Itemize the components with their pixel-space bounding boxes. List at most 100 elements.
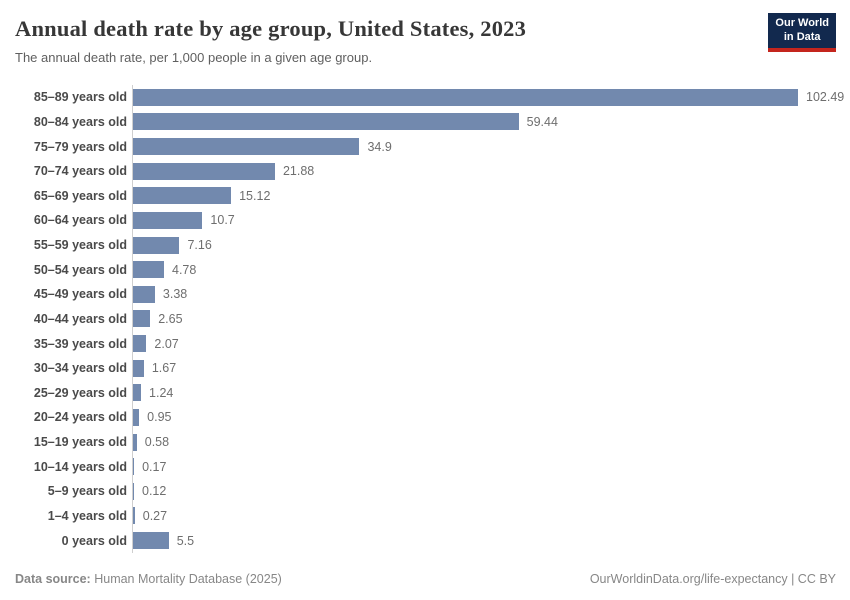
value-label: 2.07 — [154, 336, 179, 351]
bar[interactable] — [133, 433, 137, 451]
chart-row: 55–59 years old 7.16 — [15, 232, 835, 258]
bar[interactable] — [133, 408, 140, 426]
chart-row: 75–79 years old 34.9 — [15, 134, 835, 159]
chart-footer: Data source: Human Mortality Database (2… — [15, 572, 836, 587]
bar[interactable] — [133, 236, 180, 254]
chart-row: 65–69 years old 15.12 — [15, 183, 835, 209]
data-source: Data source: Human Mortality Database (2… — [15, 572, 282, 587]
category-label: 25–29 years old — [33, 385, 127, 400]
bar[interactable] — [133, 187, 232, 205]
value-label: 34.9 — [367, 139, 392, 154]
plot-area: 15.12 — [132, 183, 835, 209]
value-label: 2.65 — [158, 311, 183, 326]
value-label: 0.12 — [142, 484, 167, 499]
data-source-label: Data source: — [15, 572, 91, 586]
owid-logo-line2: in Data — [783, 30, 821, 43]
chart-row: 10–14 years old 0.17 — [15, 454, 835, 479]
value-label: 0.58 — [144, 435, 170, 450]
chart-row: 80–84 years old 59.44 — [15, 109, 835, 135]
bar[interactable] — [133, 532, 169, 550]
category-label: 5–9 years old — [47, 484, 127, 499]
category-label: 75–79 years old — [33, 139, 127, 154]
value-label: 5.5 — [176, 533, 195, 548]
bar[interactable] — [133, 285, 155, 303]
bar[interactable] — [133, 88, 798, 106]
value-label: 0.95 — [147, 410, 172, 425]
chart-row: 85–89 years old 102.49 — [15, 85, 844, 110]
category-label: 60–64 years old — [33, 213, 127, 228]
chart-row: 30–34 years old 1.67 — [15, 355, 835, 381]
category-label: 15–19 years old — [33, 435, 127, 450]
plot-area: 2.07 — [132, 331, 835, 356]
bar[interactable] — [133, 482, 134, 500]
value-label: 1.24 — [149, 385, 174, 400]
plot-area: 59.44 — [132, 109, 835, 135]
chart-row: 35–39 years old 2.07 — [15, 331, 835, 356]
plot-area: 0.17 — [132, 454, 835, 479]
plot-area: 102.49 — [132, 85, 844, 110]
value-label: 4.78 — [172, 262, 197, 277]
category-label: 20–24 years old — [33, 410, 127, 425]
bar[interactable] — [133, 162, 275, 180]
category-label: 0 years old — [61, 533, 127, 548]
bar[interactable] — [133, 335, 147, 353]
chart-row: 25–29 years old 1.24 — [15, 380, 835, 406]
credit-link[interactable]: OurWorldinData.org/life-expectancy | CC … — [589, 572, 836, 586]
value-label: 7.16 — [187, 238, 212, 253]
category-label: 65–69 years old — [33, 188, 127, 203]
chart-row: 0 years old 5.5 — [15, 528, 835, 553]
bar[interactable] — [133, 211, 203, 229]
data-source-link[interactable]: Human Mortality Database (2025) — [94, 572, 282, 586]
plot-area: 7.16 — [132, 232, 835, 258]
bar[interactable] — [133, 359, 144, 377]
value-label: 3.38 — [162, 287, 188, 302]
plot-area: 5.5 — [132, 528, 835, 553]
owid-logo: Our World in Data — [768, 13, 836, 52]
plot-area: 34.9 — [132, 134, 835, 159]
category-label: 10–14 years old — [33, 459, 127, 474]
category-label: 45–49 years old — [33, 287, 127, 302]
chart-row: 45–49 years old 3.38 — [15, 282, 835, 307]
bar[interactable] — [133, 458, 135, 476]
plot-area: 0.95 — [132, 405, 835, 430]
plot-area: 1.24 — [132, 380, 835, 406]
value-label: 0.27 — [142, 508, 168, 523]
plot-area: 0.27 — [132, 503, 835, 529]
value-label: 0.17 — [142, 459, 167, 474]
bar[interactable] — [133, 138, 360, 156]
category-label: 70–74 years old — [33, 164, 127, 179]
plot-area: 2.65 — [132, 306, 835, 332]
category-label: 30–34 years old — [33, 361, 127, 376]
chart-row: 5–9 years old 0.12 — [15, 479, 835, 504]
chart-row: 70–74 years old 21.88 — [15, 158, 835, 184]
plot-area: 0.12 — [132, 479, 835, 504]
value-label: 15.12 — [239, 188, 271, 203]
value-label: 59.44 — [526, 114, 558, 129]
bar[interactable] — [133, 384, 142, 402]
bar[interactable] — [133, 113, 519, 131]
bar[interactable] — [133, 507, 135, 525]
chart-subtitle: The annual death rate, per 1,000 people … — [15, 50, 373, 65]
plot-area: 3.38 — [132, 282, 835, 307]
category-label: 1–4 years old — [47, 508, 127, 523]
category-label: 50–54 years old — [33, 262, 127, 277]
plot-area: 0.58 — [132, 429, 835, 455]
chart-row: 40–44 years old 2.65 — [15, 306, 835, 332]
category-label: 55–59 years old — [33, 238, 127, 253]
value-label: 21.88 — [282, 164, 315, 179]
owid-logo-line1: Our World — [775, 17, 829, 29]
chart-row: 50–54 years old 4.78 — [15, 257, 835, 282]
bar[interactable] — [133, 261, 164, 279]
chart-row: 20–24 years old 0.95 — [15, 405, 835, 430]
value-label: 102.49 — [806, 90, 845, 105]
chart-row: 1–4 years old 0.27 — [15, 503, 835, 529]
plot-area: 21.88 — [132, 158, 835, 184]
chart-title: Annual death rate by age group, United S… — [15, 16, 527, 41]
chart-row: 15–19 years old 0.58 — [15, 429, 835, 455]
plot-area: 10.7 — [132, 208, 835, 233]
bar[interactable] — [133, 310, 151, 328]
chart-row: 60–64 years old 10.7 — [15, 208, 835, 233]
category-label: 85–89 years old — [33, 90, 127, 105]
value-label: 1.67 — [151, 361, 177, 376]
